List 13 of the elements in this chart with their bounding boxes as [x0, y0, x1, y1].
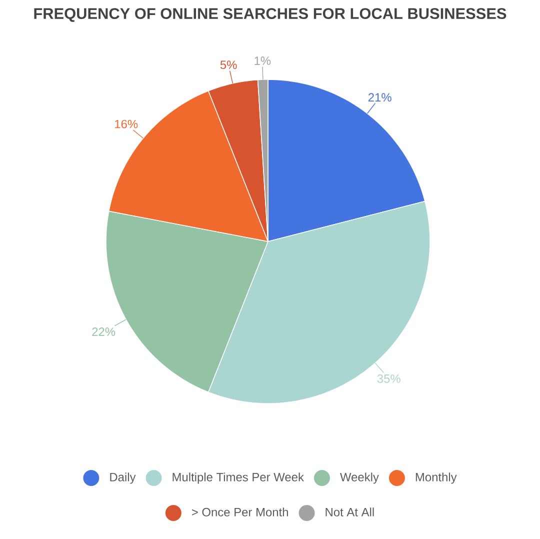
legend-label: Multiple Times Per Week [172, 472, 304, 484]
data-label: 21% [368, 93, 392, 102]
data-label: 1% [254, 56, 271, 65]
data-label: 35% [377, 374, 400, 383]
data-label: 5% [220, 60, 237, 70]
chart-title: FREQUENCY OF ONLINE SEARCHES FOR LOCAL BUSINESSES [34, 8, 506, 22]
legend-label: Weekly [340, 472, 379, 484]
legend-label: Monthly [416, 472, 457, 484]
legend-label: > Once Per Month [192, 508, 288, 516]
legend-label: Daily [110, 472, 136, 484]
legend-label: Not At All [326, 508, 374, 516]
data-label: 22% [92, 327, 116, 336]
data-label: 16% [115, 120, 138, 128]
